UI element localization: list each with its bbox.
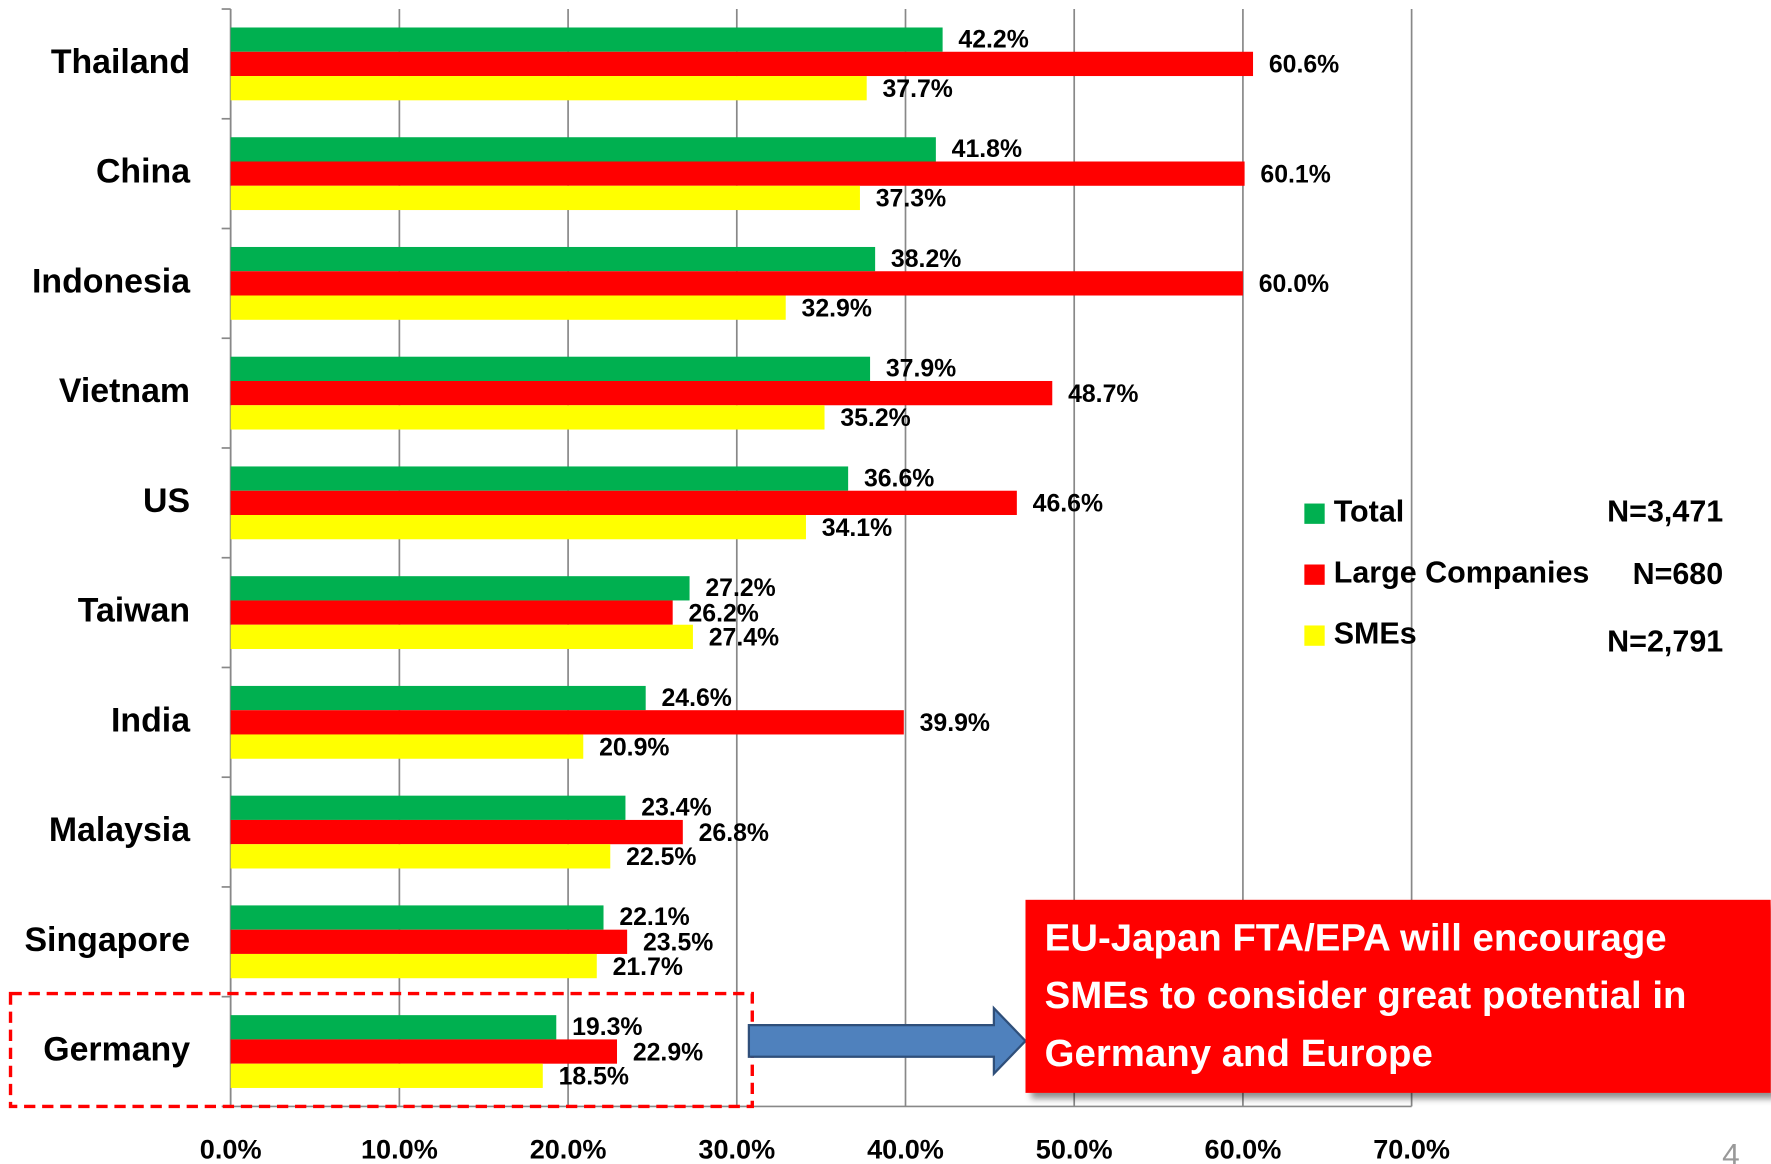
bar <box>230 929 628 954</box>
legend-swatch <box>1304 564 1325 585</box>
x-tick-label: 30.0% <box>698 1134 775 1164</box>
value-label: 37.7% <box>883 76 953 103</box>
bar <box>230 734 584 759</box>
value-label: 26.2% <box>688 600 758 627</box>
annotation-line: SMEs to consider great potential in <box>1045 974 1687 1017</box>
x-tick-label: 40.0% <box>867 1134 944 1164</box>
y-tick-label: India <box>111 701 191 739</box>
value-label: 22.9% <box>633 1039 703 1066</box>
bar <box>230 295 786 320</box>
value-label: 26.8% <box>699 820 769 847</box>
y-tick-label: Singapore <box>24 921 190 959</box>
bar <box>230 466 849 491</box>
bar <box>230 356 871 381</box>
bar <box>230 905 604 930</box>
x-tick-label: 10.0% <box>361 1134 438 1164</box>
bar <box>230 514 806 540</box>
y-tick-label: China <box>96 153 191 191</box>
value-label: 24.6% <box>661 685 731 712</box>
value-label: 18.5% <box>559 1064 629 1091</box>
value-label: 60.0% <box>1259 271 1329 298</box>
bar <box>230 27 943 52</box>
bar <box>230 161 1245 186</box>
legend-swatch <box>1304 625 1325 646</box>
bar <box>230 1039 618 1064</box>
legend-label: SMEs <box>1334 617 1417 651</box>
value-label: 22.5% <box>626 844 696 871</box>
value-label: 21.7% <box>613 954 683 981</box>
bar <box>230 795 626 820</box>
y-tick-label: US <box>143 482 190 520</box>
x-tick-label: 60.0% <box>1205 1134 1282 1164</box>
value-label: 60.6% <box>1269 52 1339 79</box>
value-label: 23.5% <box>643 930 713 957</box>
bar <box>230 844 611 869</box>
legend-label: Total <box>1334 495 1405 529</box>
bar <box>230 600 673 625</box>
bar <box>230 405 825 430</box>
value-label: 37.9% <box>886 356 956 383</box>
page-number: 4 <box>1722 1137 1740 1164</box>
arrow <box>747 1005 1028 1077</box>
value-label: 20.9% <box>599 734 669 761</box>
y-tick-label: Indonesia <box>32 262 191 300</box>
y-tick-label: Vietnam <box>59 372 190 410</box>
legend-note: N=3,471 <box>1607 495 1723 529</box>
value-label: 36.6% <box>864 465 934 492</box>
bar <box>230 137 936 162</box>
bar <box>230 271 1243 296</box>
x-tick-label: 0.0% <box>200 1134 262 1164</box>
bar <box>230 953 597 979</box>
value-label: 41.8% <box>952 136 1022 163</box>
value-label: 38.2% <box>891 246 961 273</box>
bar <box>230 380 1053 406</box>
value-label: 34.1% <box>822 515 892 542</box>
bar <box>230 76 867 101</box>
legend-note: N=680 <box>1633 557 1724 591</box>
value-label: 48.7% <box>1068 381 1138 408</box>
value-label: 22.1% <box>619 904 689 931</box>
value-label: 60.1% <box>1260 161 1330 188</box>
value-label: 46.6% <box>1033 491 1103 518</box>
legend-note: N=2,791 <box>1607 625 1723 659</box>
legend-swatch <box>1304 503 1325 524</box>
value-label: 23.4% <box>641 794 711 821</box>
bar <box>230 1063 543 1088</box>
x-tick-label: 50.0% <box>1036 1134 1113 1164</box>
bar <box>230 185 860 211</box>
bar <box>230 710 904 735</box>
bar <box>230 490 1017 515</box>
value-label: 42.2% <box>958 26 1028 53</box>
x-tick-label: 70.0% <box>1373 1134 1450 1164</box>
y-tick-label: Thailand <box>51 43 190 81</box>
bar <box>230 685 646 711</box>
bar <box>230 1015 557 1040</box>
bar <box>230 51 1254 77</box>
value-label: 27.4% <box>709 625 779 652</box>
x-tick-label: 20.0% <box>530 1134 607 1164</box>
annotation-line: EU-Japan FTA/EPA will encourage <box>1045 917 1667 960</box>
value-label: 37.3% <box>876 186 946 213</box>
annotation-line: Germany and Europe <box>1045 1032 1433 1075</box>
bar <box>230 246 876 272</box>
y-tick-label: Malaysia <box>49 811 191 849</box>
value-label: 32.9% <box>802 295 872 322</box>
value-label: 39.9% <box>920 710 990 737</box>
y-tick-label: Taiwan <box>78 592 190 630</box>
bar <box>230 576 690 601</box>
value-label: 19.3% <box>572 1014 642 1041</box>
annotation-box <box>1025 899 1771 1093</box>
legend-label: Large Companies <box>1334 556 1590 590</box>
bar <box>230 624 693 650</box>
bar <box>230 819 683 845</box>
y-tick-label: Germany <box>43 1031 190 1069</box>
value-label: 35.2% <box>840 405 910 432</box>
value-label: 27.2% <box>705 575 775 602</box>
